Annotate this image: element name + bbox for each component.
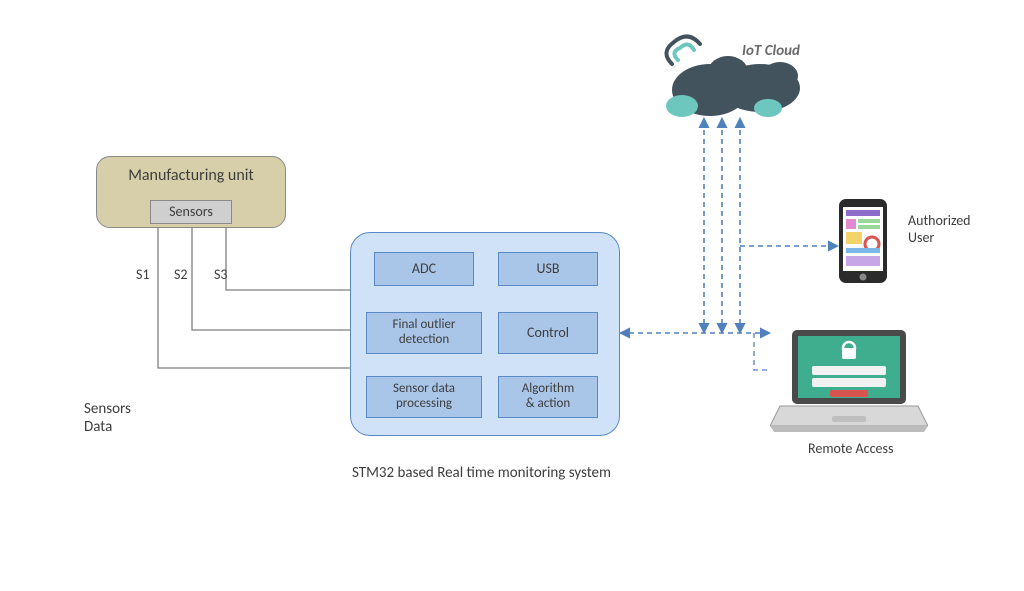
sensors-label: Sensors	[169, 204, 213, 220]
algorithm-action-block: Algorithm & action	[498, 376, 598, 418]
authorized-user-label: Authorized User	[908, 212, 971, 246]
sensors-data-label: Sensors Data	[84, 400, 131, 436]
sensor-data-processing-block: Sensor data processing	[366, 376, 482, 418]
iot-cloud-label: IoT Cloud	[742, 42, 800, 60]
usb-block: USB	[498, 252, 598, 286]
outlier-detection-block: Final outlier detection	[366, 312, 482, 354]
sensor-s2-label: S2	[174, 266, 188, 283]
adc-block: ADC	[374, 252, 474, 286]
sensor-s1-label: S1	[136, 266, 150, 283]
stm32-caption: STM32 based Real time monitoring system	[352, 464, 611, 482]
sensors-box: Sensors	[150, 200, 232, 224]
manufacturing-unit-label: Manufacturing unit	[97, 167, 285, 185]
control-block: Control	[498, 312, 598, 354]
sensor-s3-label: S3	[214, 266, 228, 283]
remote-access-label: Remote Access	[808, 440, 893, 457]
smartphone-icon	[838, 198, 888, 284]
laptop-icon	[770, 326, 928, 434]
